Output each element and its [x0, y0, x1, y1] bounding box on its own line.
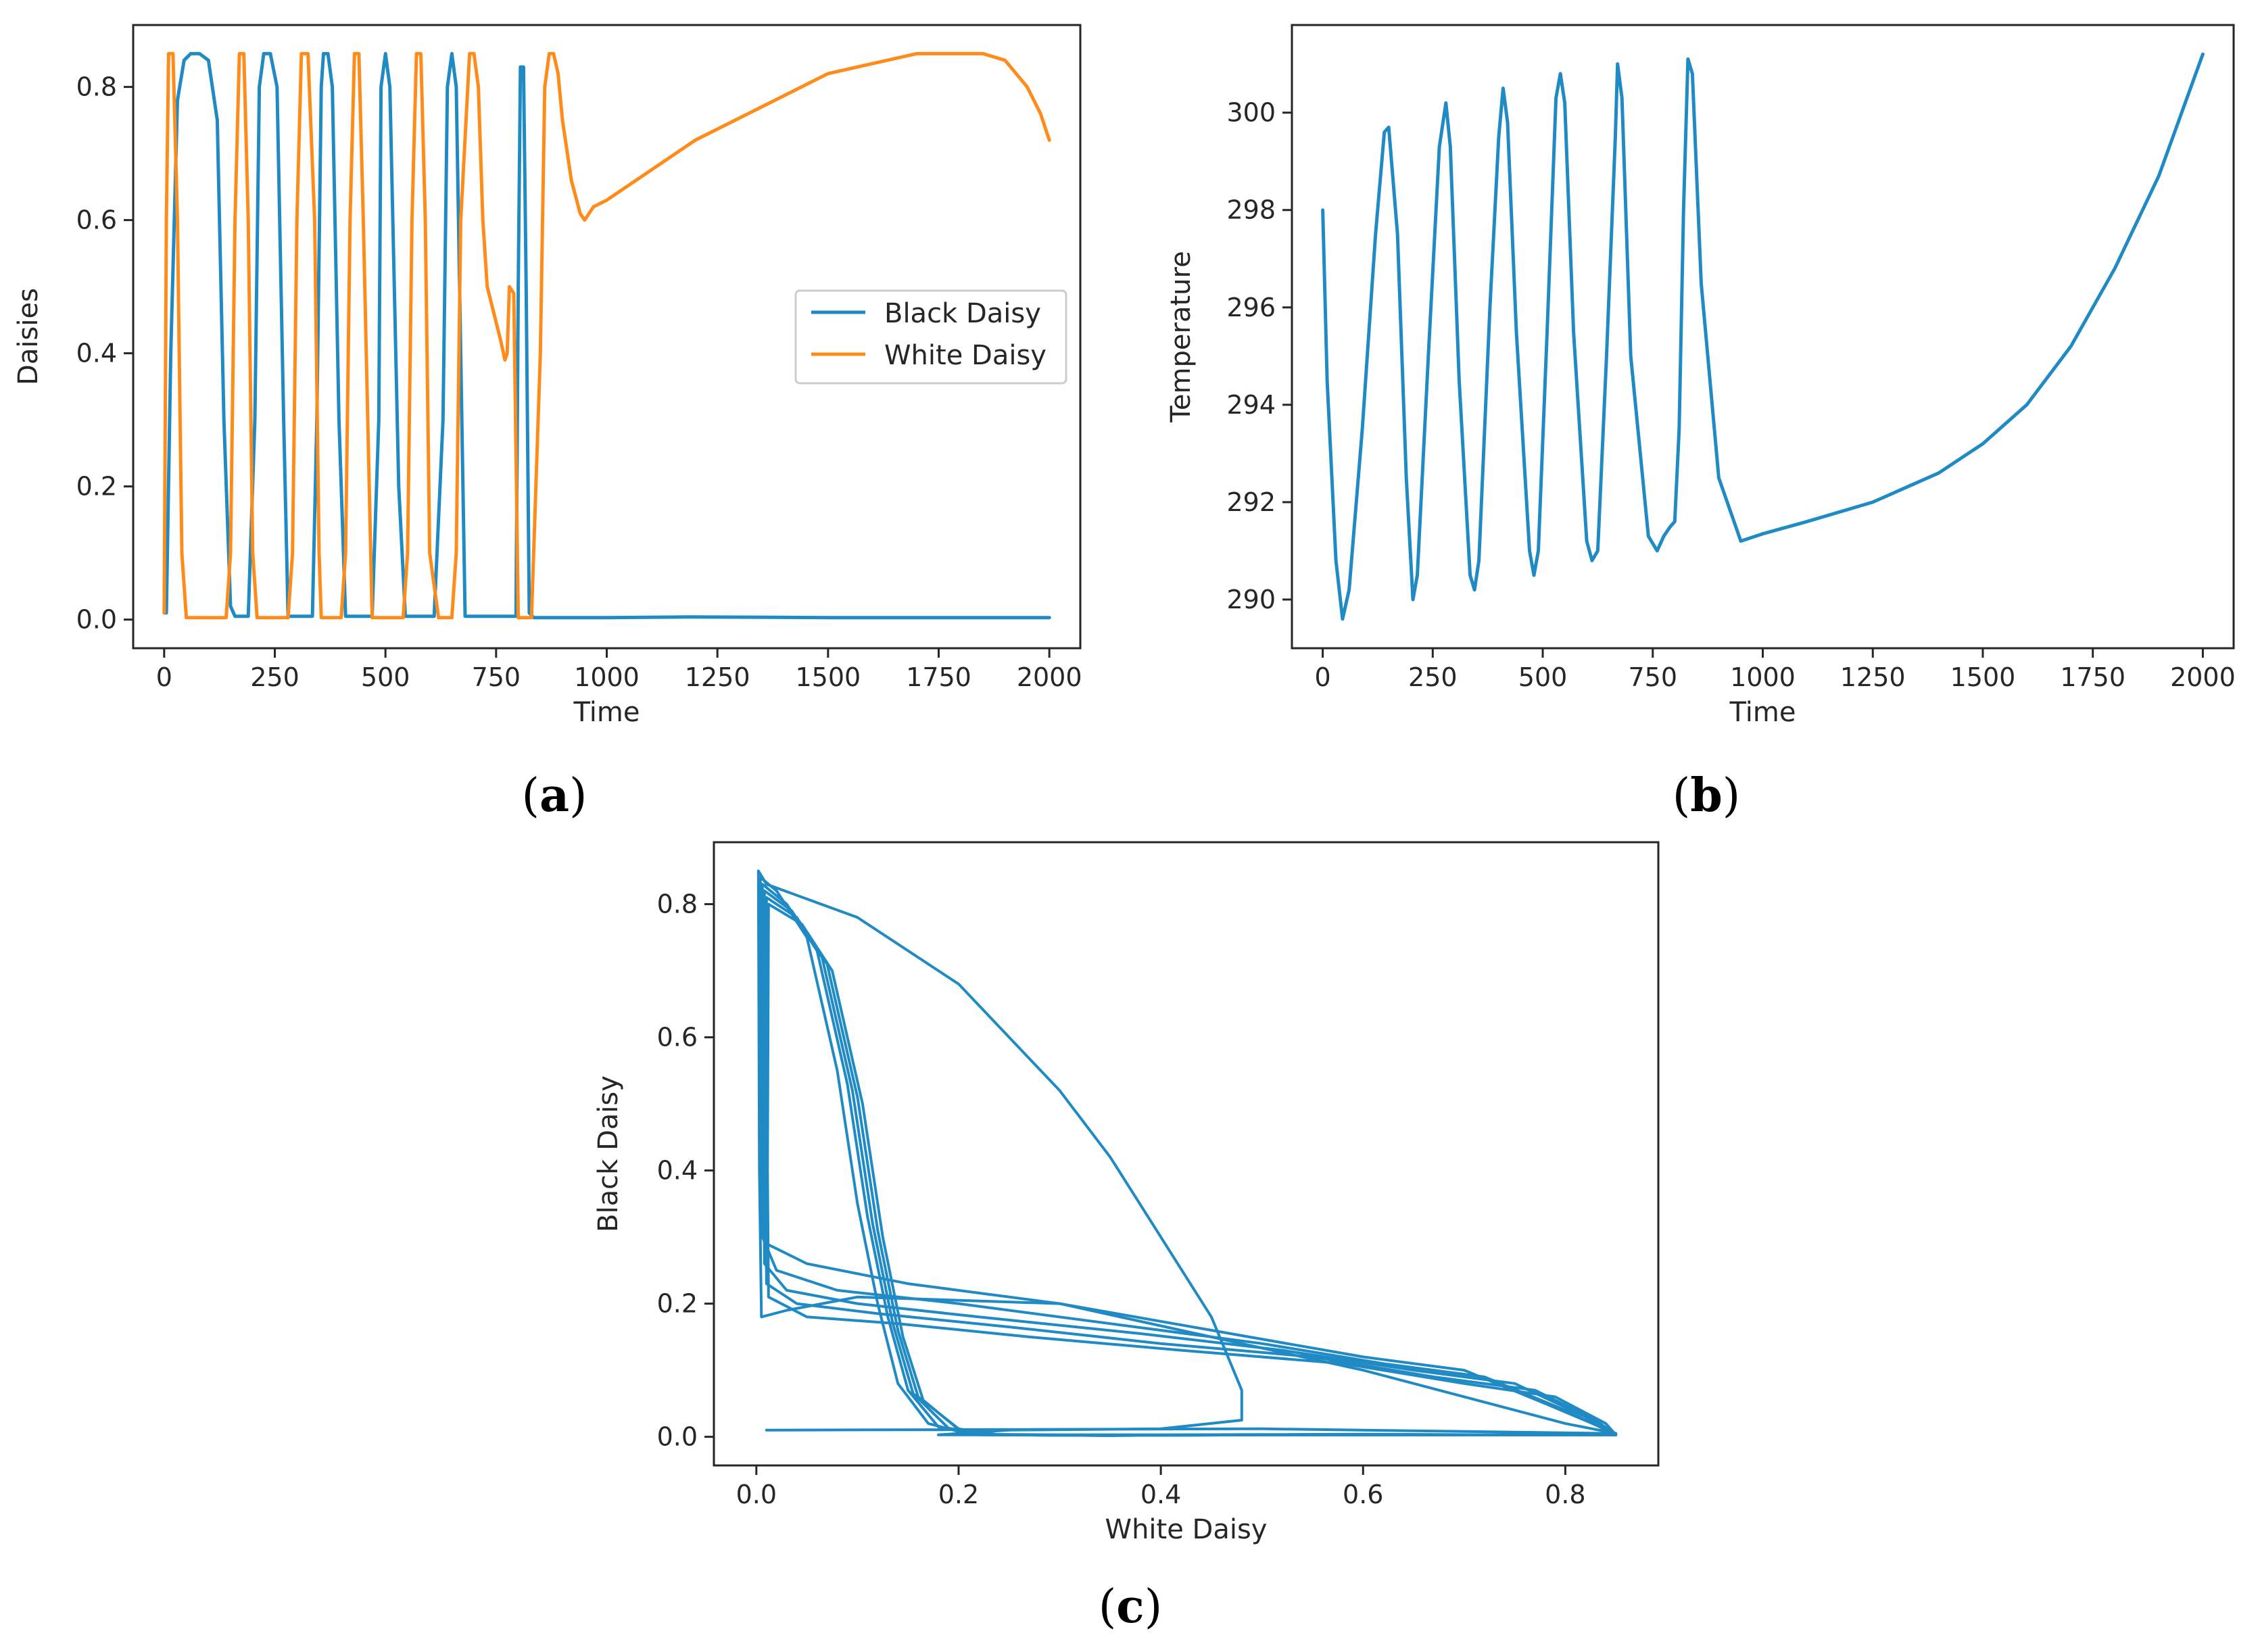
series-line-black-daisy: [162, 51, 1051, 620]
panel-a-daisies-vs-time: 0 250 500 750 1000 1250 1500 1750 2000 0.0 0.2 0.4 0…: [13, 24, 1082, 823]
x-tick-label: 250: [250, 662, 299, 692]
y-tick-label: 0.4: [76, 339, 117, 368]
y-tick-label: 300: [1226, 98, 1276, 128]
x-tick-label: 1750: [906, 662, 971, 692]
x-tick-label: 2000: [2170, 662, 2236, 692]
series-line-white-daisy: [162, 51, 1051, 620]
x-tick-label: 1000: [1730, 662, 1796, 692]
x-tick-label: 500: [361, 662, 410, 692]
y-tick-label: 298: [1226, 195, 1276, 225]
x-tick-label: 1250: [1840, 662, 1906, 692]
panel-label-b: (b): [1673, 769, 1741, 823]
x-tick-label: 1250: [685, 662, 750, 692]
y-axis-label: Temperature: [1165, 251, 1197, 422]
x-tick-label: 0.8: [1545, 1480, 1585, 1509]
y-tick-label: 0.2: [76, 472, 117, 502]
x-tick-label: 750: [472, 662, 521, 692]
y-tick-label: 0.0: [657, 1422, 698, 1452]
x-tick-label: 0.4: [1140, 1480, 1181, 1509]
x-tick-label: 0: [1314, 662, 1330, 692]
y-tick-label: 0.2: [657, 1289, 698, 1319]
y-tick-label: 0.8: [76, 72, 117, 102]
series-line-temperature: [1321, 52, 2205, 621]
y-axis-label: Black Daisy: [593, 1075, 624, 1232]
y-tick-label: 0.6: [657, 1023, 698, 1052]
y-axis-label: Daisies: [13, 288, 44, 385]
panel-label-a: (a): [521, 769, 587, 823]
x-axis-label: Time: [573, 697, 640, 728]
y-tick-label: 290: [1226, 585, 1276, 614]
x-tick-label: 0.2: [938, 1480, 979, 1509]
series-line-trajectory-6: [766, 902, 1618, 1437]
x-axis-label: White Daisy: [1105, 1514, 1268, 1545]
legend: Black Daisy White Daisy: [794, 289, 1067, 385]
x-tick-label: 2000: [1017, 662, 1082, 692]
x-tick-label: 0: [156, 662, 172, 692]
plot-area: 0 250 500 750 1000 1250 1500 1750 2000 290 292 294 2…: [1165, 24, 2236, 728]
x-tick-label: 1750: [2060, 662, 2125, 692]
x-tick-label: 250: [1408, 662, 1458, 692]
panel-c-phase-portrait: 0.0 0.2 0.4 0.6 0.8 0.0 0.2 0.4 0.6 0.8 White Dais…: [593, 841, 1660, 1634]
x-tick-label: 1500: [795, 662, 861, 692]
legend-label-white-daisy: White Daisy: [884, 340, 1047, 371]
x-tick-label: 0.0: [736, 1480, 777, 1509]
x-tick-label: 1000: [574, 662, 640, 692]
y-tick-label: 0.8: [657, 890, 698, 919]
x-tick-label: 750: [1629, 662, 1678, 692]
x-axis-label: Time: [1729, 697, 1796, 728]
x-tick-label: 0.6: [1343, 1480, 1383, 1509]
axes-frame: [713, 841, 1660, 1467]
legend-label-black-daisy: Black Daisy: [884, 298, 1041, 329]
panel-b-temperature-vs-time: 0 250 500 750 1000 1250 1500 1750 2000 290 292 294 2…: [1165, 24, 2236, 823]
x-tick-label: 1500: [1950, 662, 2016, 692]
y-tick-label: 294: [1226, 390, 1276, 420]
y-tick-label: 292: [1226, 487, 1276, 517]
y-tick-label: 0.4: [657, 1156, 698, 1186]
y-tick-label: 296: [1226, 293, 1276, 322]
plot-area: 0 250 500 750 1000 1250 1500 1750 2000 0.0 0.2 0.4 0…: [13, 24, 1082, 728]
x-tick-label: 500: [1518, 662, 1568, 692]
y-tick-label: 0.0: [76, 605, 117, 635]
plot-area: 0.0 0.2 0.4 0.6 0.8 0.0 0.2 0.4 0.6 0.8 White Dais…: [593, 841, 1660, 1545]
y-tick-label: 0.6: [76, 205, 117, 235]
panel-label-c: (c): [1099, 1580, 1162, 1634]
